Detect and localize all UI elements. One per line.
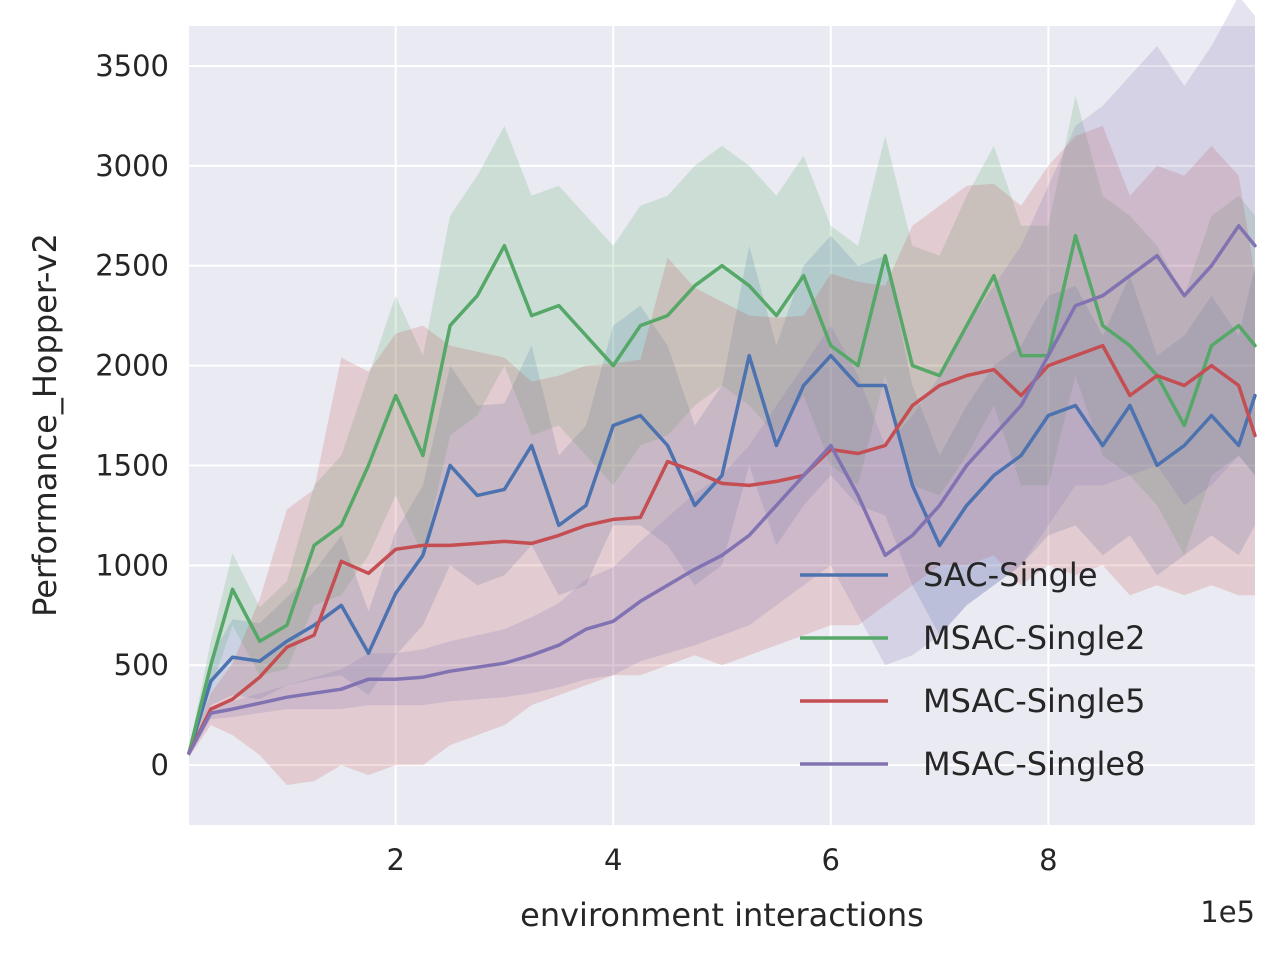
y-tick-label: 500 <box>114 648 169 682</box>
confidence-bands <box>189 0 1255 785</box>
y-tick-label: 1000 <box>95 548 169 582</box>
x-axis-title: environment interactions <box>520 896 924 934</box>
y-tick-label: 2000 <box>95 349 169 383</box>
x-tick-label: 4 <box>604 843 622 877</box>
series-line-1 <box>187 353 1257 755</box>
y-tick-label: 2500 <box>95 249 169 283</box>
x-tick-label: 2 <box>386 843 404 877</box>
y-axis-title: Performance_Hopper-v2 <box>26 233 64 617</box>
confidence-band-1 <box>189 235 1255 758</box>
y-tick-label: 1500 <box>95 448 169 482</box>
confidence-band-2 <box>189 95 1255 758</box>
y-tick-label: 3500 <box>95 49 169 83</box>
series-lines <box>187 224 1257 755</box>
series-line-3 <box>187 343 1257 755</box>
x-axis-offset-label: 1e5 <box>1200 895 1255 929</box>
confidence-band-3 <box>189 125 1255 785</box>
legend-label-3: MSAC-Single5 <box>923 682 1145 720</box>
plot-area <box>189 26 1255 825</box>
x-tick-label: 6 <box>822 843 840 877</box>
legend-label-2: MSAC-Single2 <box>923 619 1145 657</box>
y-tick-label: 0 <box>151 748 169 782</box>
y-tick-label: 3000 <box>95 149 169 183</box>
series-line-2 <box>187 233 1257 755</box>
confidence-band-4 <box>189 0 1255 758</box>
series-line-4 <box>187 224 1257 755</box>
x-tick-label: 8 <box>1039 843 1057 877</box>
legend: SAC-Single MSAC-Single2 MSAC-Single5 MSAC-S… <box>800 556 1145 783</box>
tick-labels: 0 500 1000 1500 2000 2500 3000 3500 2 4 6 8 <box>95 49 1057 877</box>
legend-label-4: MSAC-Single8 <box>923 745 1145 783</box>
legend-label-1: SAC-Single <box>923 556 1098 594</box>
